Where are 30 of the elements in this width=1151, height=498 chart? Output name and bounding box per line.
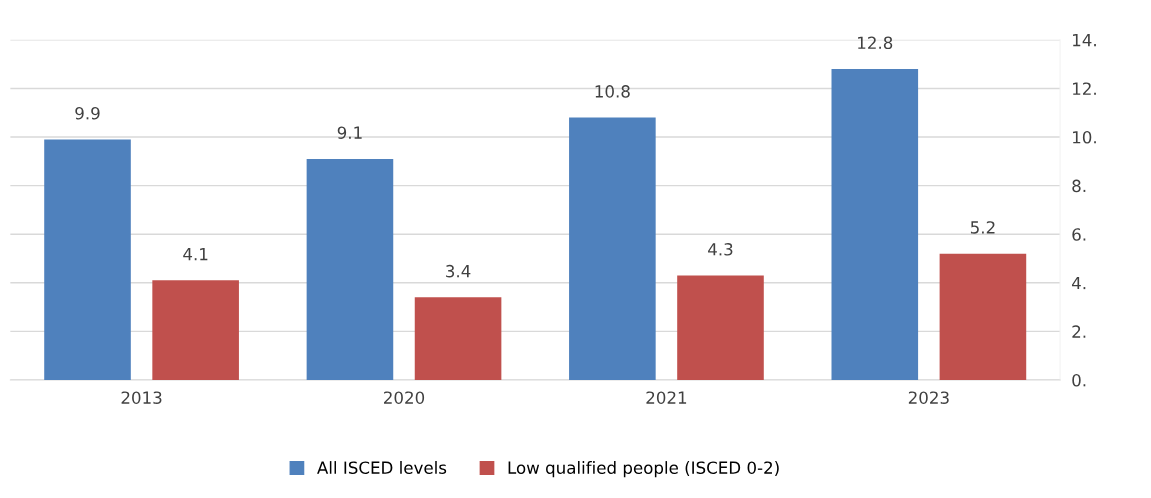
data-label: 12.8 <box>858 36 893 50</box>
x-tick-label: 2013 <box>121 391 162 404</box>
data-label: 4.3 <box>708 243 733 256</box>
data-label: 9.1 <box>337 126 362 139</box>
bar <box>677 275 764 380</box>
y-tick-label: 2. <box>1072 325 1086 338</box>
legend-label: All ISCED levels <box>317 461 447 474</box>
bar <box>831 68 919 380</box>
y-tick-label: 0. <box>1072 373 1086 387</box>
bar <box>939 253 1027 380</box>
data-label: 10.8 <box>595 85 630 98</box>
data-label: 4.1 <box>183 248 208 261</box>
x-tick-label: 2021 <box>646 391 687 404</box>
bar <box>152 280 239 380</box>
y-tick-label: 14. <box>1073 34 1096 47</box>
data-label: 9.9 <box>75 106 100 120</box>
bar <box>569 117 656 380</box>
bar <box>414 297 502 380</box>
x-tick-label: 2020 <box>384 391 425 404</box>
data-label: 3.4 <box>446 264 471 278</box>
bar <box>306 158 394 380</box>
x-tick-label: 2023 <box>908 391 949 404</box>
y-tick-label: 12. <box>1073 82 1096 95</box>
y-tick-label: 6. <box>1072 228 1086 241</box>
data-label: 5.2 <box>970 221 995 234</box>
y-tick-label: 4. <box>1072 276 1086 290</box>
y-tick-label: 10. <box>1073 130 1096 144</box>
legend-label: Low qualified people (ISCED 0-2) <box>508 461 779 478</box>
bar <box>44 139 131 380</box>
y-tick-label: 8. <box>1072 179 1086 193</box>
